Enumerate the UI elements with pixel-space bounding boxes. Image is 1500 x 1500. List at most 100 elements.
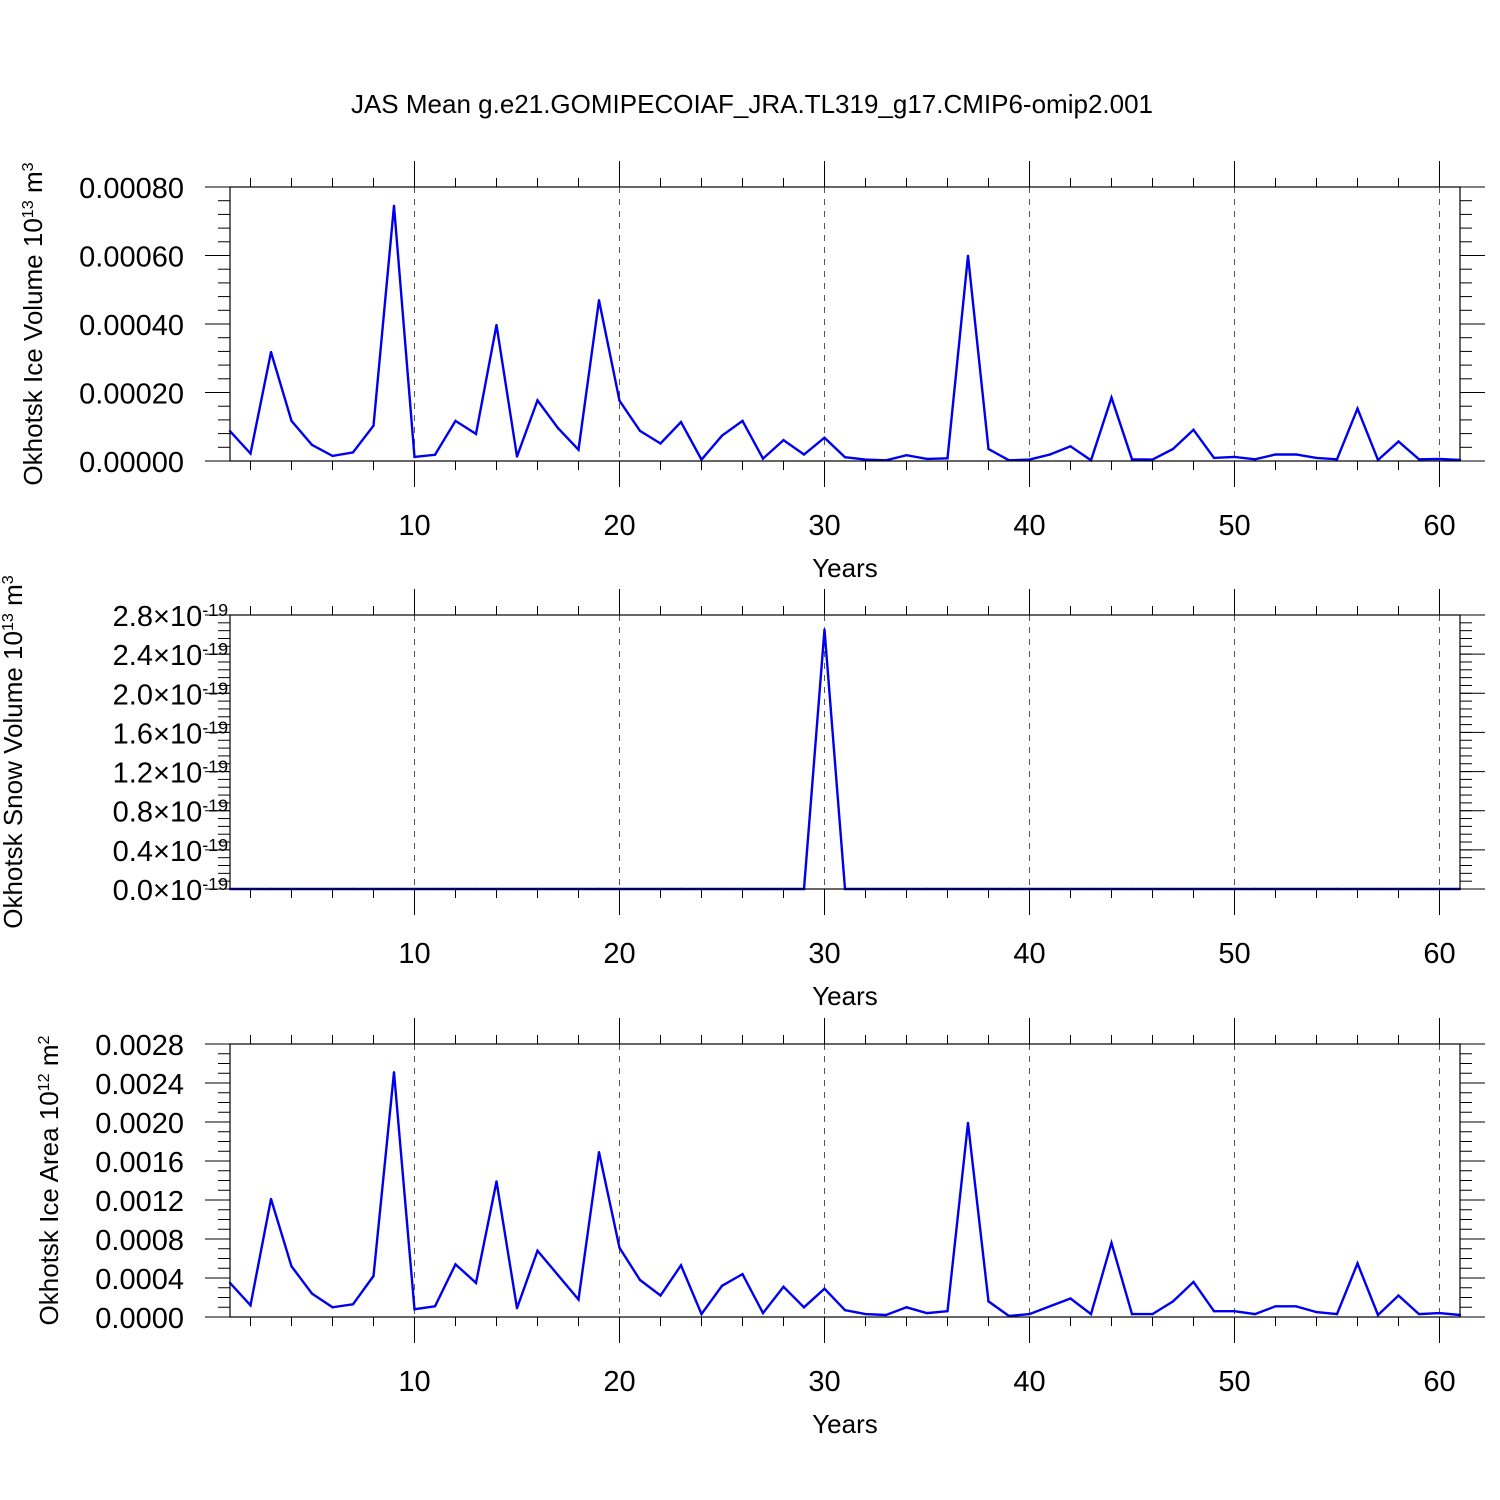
data-point [392,204,396,208]
data-point [1171,1300,1175,1303]
y-tick-label: 0.4 [113,836,153,868]
data-point [495,323,498,327]
data-point [1130,1312,1134,1316]
y-tick-label: 0.0012 [95,1186,184,1218]
data-point [618,399,621,402]
x-tick-label: 40 [1013,510,1045,542]
data-point [782,1285,785,1288]
plot-frame [229,1043,1461,1318]
y-tick-label: 0.00000 [79,447,184,479]
data-point [741,419,744,423]
y-tick-label: 0.0 [113,875,153,907]
data-point [966,1121,970,1125]
data-point [413,455,416,459]
x-tick-label: 40 [1013,1366,1045,1398]
data-point [1048,1305,1052,1308]
data-point [843,1308,847,1312]
data-point [413,1308,416,1311]
data-point [1028,458,1031,461]
x-tick-label: 20 [603,510,635,542]
data-point [966,254,970,258]
data-point [1438,1311,1441,1315]
data-point [1335,458,1339,461]
y-axis-label-group: Okhotsk Ice Volume 1013 m3 [18,162,48,485]
data-point [331,454,334,458]
data-point [946,1309,949,1313]
x-tick-label: 20 [603,1366,635,1398]
y-axis-label-group: Okhotsk Ice Area 1012 m2 [34,1036,64,1326]
data-point [987,447,990,451]
y-tick-label: 2.4 [113,640,153,672]
data-point [1069,1297,1072,1300]
data-point [761,1311,765,1315]
data-point [433,453,437,457]
figure-title: JAS Mean g.e21.GOMIPECOIAF_JRA.TL319_g17… [351,89,1153,119]
x-tick-label: 40 [1013,938,1045,970]
data-point [823,1287,826,1290]
y-tick-label: 0.00080 [79,173,184,205]
x-axis-label: Years [812,553,878,583]
data-point [1376,1313,1380,1317]
data-point [823,436,826,439]
data-point [454,1263,457,1266]
data-point [1089,1312,1093,1316]
data-point [1212,1309,1216,1313]
y-tick-exponent: ×10-19 [153,796,228,829]
data-point [1397,1294,1400,1297]
y-tick-label: 0.0000 [95,1303,184,1335]
data-point [659,1294,662,1297]
y-tick-label: 2.8 [113,601,153,633]
data-point [269,350,273,354]
data-point [987,1300,990,1303]
data-point [454,419,457,423]
x-tick-label: 30 [808,1366,840,1398]
data-point [310,443,314,447]
data-point [1438,457,1441,461]
y-tick-label: 0.0024 [95,1069,184,1101]
x-tick-label: 30 [808,510,840,542]
data-point [700,1312,703,1316]
data-point [823,628,826,631]
data-point [1212,456,1216,460]
y-tick-label: 1.2 [113,758,153,790]
data-point [679,420,683,424]
data-point [249,452,252,455]
data-point [1253,1312,1257,1316]
data-point [1274,1305,1277,1308]
data-point [474,1281,478,1285]
data-point [638,1278,642,1282]
data-point [556,426,560,430]
y-tick-label: 0.0008 [95,1225,184,1257]
y-tick-label: 0.0020 [95,1108,184,1140]
data-point [556,1273,560,1277]
x-axis-label: Years [812,981,878,1011]
data-point [802,1306,806,1309]
x-tick-label: 60 [1423,510,1455,542]
data-point [1315,456,1318,460]
data-point [925,1311,929,1315]
data-point [946,457,949,460]
data-point [310,1292,314,1295]
data-point [1335,1312,1339,1316]
y-tick-label: 0.0028 [95,1030,184,1062]
y-axis-label: Okhotsk Ice Volume 1013 m3 [18,162,48,485]
x-tick-label: 10 [398,510,430,542]
y-tick-exponent: ×10-19 [153,757,228,790]
data-point [1192,428,1195,432]
y-tick-exponent: ×10-19 [153,835,228,868]
data-point [433,1305,437,1308]
data-point [1233,1309,1236,1313]
data-point [1069,445,1072,448]
data-point [1315,1310,1318,1314]
y-tick-label: 0.0004 [95,1264,184,1296]
data-point [884,1313,888,1317]
data-point [249,1304,252,1307]
plot-frame [229,614,1461,890]
y-tick-label: 0.00040 [79,310,184,342]
data-point [474,432,478,436]
x-axis-label: Years [812,1409,878,1439]
data-point [1028,1312,1031,1316]
data-point [392,1071,396,1074]
data-point [269,1197,273,1201]
